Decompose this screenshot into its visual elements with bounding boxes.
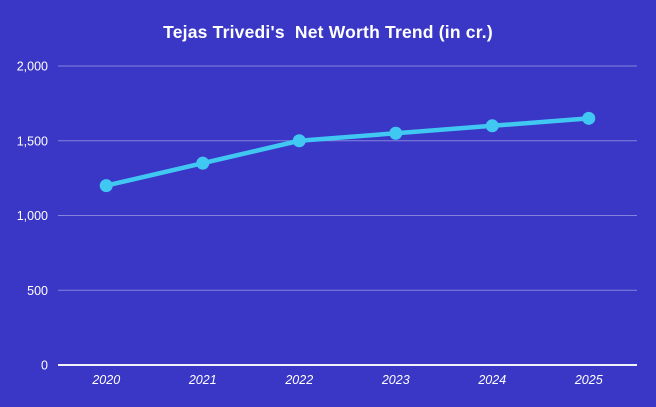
y-tick-label: 500 <box>27 284 48 298</box>
data-point-marker[interactable] <box>99 179 113 193</box>
chart-title: Tejas Trivedi's Net Worth Trend (in cr.) <box>163 22 493 42</box>
data-point-marker[interactable] <box>485 119 499 133</box>
data-point-marker[interactable] <box>582 111 596 125</box>
x-tick-label: 2025 <box>574 373 603 387</box>
x-tick-label: 2020 <box>91 373 120 387</box>
x-tick-label: 2021 <box>188 373 217 387</box>
x-tick-label: 2022 <box>284 373 313 387</box>
networth-series-line[interactable] <box>104 116 591 188</box>
y-tick-label: 0 <box>41 359 48 373</box>
data-point-marker[interactable] <box>292 134 306 148</box>
data-point-marker[interactable] <box>196 156 210 170</box>
x-tick-label: 2024 <box>477 373 506 387</box>
data-point-marker[interactable] <box>389 126 403 140</box>
y-tick-label: 2,000 <box>17 60 48 74</box>
y-tick-label: 1,500 <box>17 134 48 148</box>
y-tick-label: 1,000 <box>17 209 48 223</box>
x-tick-label: 2023 <box>381 373 410 387</box>
